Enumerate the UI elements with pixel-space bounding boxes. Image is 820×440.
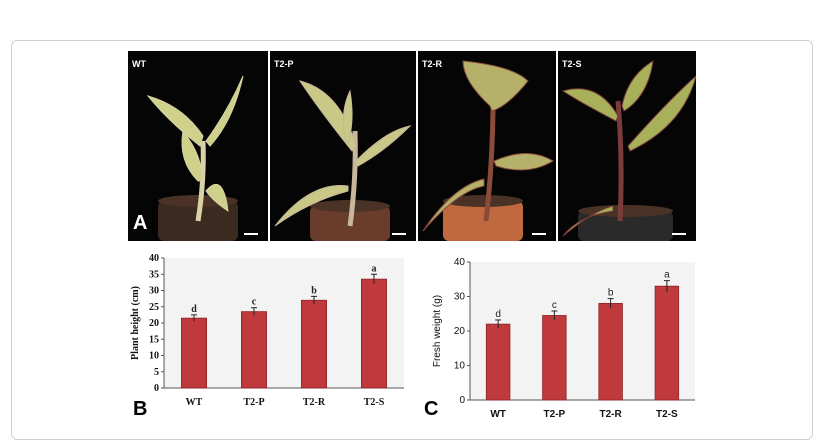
photo-label: T2-P bbox=[274, 59, 294, 69]
leaf-shape bbox=[342, 89, 353, 144]
significance-letter: c bbox=[552, 300, 557, 311]
leaf-shape bbox=[205, 183, 229, 213]
y-tick-label: 20 bbox=[454, 326, 466, 337]
y-tick-label: 0 bbox=[154, 383, 159, 394]
significance-letter: d bbox=[191, 304, 197, 315]
leaf-shape bbox=[462, 60, 529, 112]
soil-shape bbox=[578, 205, 673, 217]
leaf-shape bbox=[355, 125, 412, 167]
y-tick-label: 0 bbox=[459, 395, 465, 406]
plant-illustration bbox=[561, 60, 696, 241]
photo-panel-t2r: T2-R bbox=[418, 51, 556, 241]
leaf-shape bbox=[146, 95, 204, 147]
x-tick-label: T2-R bbox=[303, 397, 326, 408]
y-tick-label: 35 bbox=[149, 269, 159, 280]
leaf-shape bbox=[181, 129, 203, 182]
y-tick-label: 15 bbox=[149, 334, 159, 345]
leaf-shape bbox=[205, 75, 244, 147]
soil-shape bbox=[443, 195, 523, 207]
plant-illustration bbox=[146, 75, 258, 241]
chart-plant-height: 0 5 10 15 20 25 30 35 40 Plant height (cm) d WT c T2-… bbox=[130, 253, 404, 408]
pot-shape bbox=[443, 201, 523, 241]
y-tick-label: 5 bbox=[154, 367, 159, 378]
photo-label: T2-R bbox=[422, 59, 442, 69]
leaf-shape bbox=[274, 185, 349, 227]
x-tick-label: WT bbox=[490, 409, 506, 420]
bar bbox=[542, 315, 567, 401]
significance-letter: a bbox=[664, 270, 670, 281]
y-tick-label: 10 bbox=[149, 351, 159, 362]
y-axis-label: Fresh weight (g) bbox=[432, 295, 443, 367]
y-tick-label: 30 bbox=[149, 286, 159, 297]
panel-letter-c: C bbox=[424, 398, 439, 420]
bar bbox=[485, 323, 511, 401]
x-tick-label: T2-P bbox=[243, 397, 264, 408]
photo-label: T2-S bbox=[562, 59, 582, 69]
leaf-shape bbox=[627, 75, 696, 152]
stem-shape bbox=[615, 100, 624, 222]
significance-letter: a bbox=[372, 263, 377, 274]
y-tick-label: 30 bbox=[454, 292, 466, 303]
leaf-shape bbox=[621, 60, 654, 112]
x-tick-label: T2-S bbox=[364, 397, 385, 408]
x-tick-label: T2-R bbox=[600, 409, 623, 420]
leaf-shape bbox=[562, 205, 614, 237]
bar bbox=[181, 317, 208, 389]
significance-letter: d bbox=[495, 309, 501, 320]
photo-panel-wt: WT bbox=[128, 51, 268, 241]
scale-bar bbox=[392, 233, 406, 235]
panel-letter-b: B bbox=[133, 398, 148, 420]
panel-letter-a: A bbox=[133, 212, 148, 234]
bar bbox=[654, 285, 680, 401]
stem-shape bbox=[347, 130, 358, 227]
x-tick-label: WT bbox=[186, 397, 203, 408]
x-tick-label: T2-P bbox=[544, 409, 566, 420]
plant-illustration bbox=[274, 80, 412, 241]
bar bbox=[360, 278, 387, 389]
photo-panel-t2p: T2-P bbox=[270, 51, 416, 241]
photo-label: WT bbox=[132, 59, 146, 69]
y-axis-label: Plant height (cm) bbox=[130, 286, 141, 360]
chart-fresh-weight: 0 10 20 30 40 Fresh weight (g) d WT c T2-P b T2-R a T… bbox=[432, 257, 695, 420]
scale-bar bbox=[532, 233, 546, 235]
scale-bar bbox=[244, 233, 258, 235]
photo-panel-t2s: T2-S bbox=[558, 51, 696, 241]
y-tick-label: 20 bbox=[149, 318, 159, 329]
bar bbox=[241, 311, 268, 389]
significance-letter: b bbox=[311, 285, 317, 296]
significance-letter: c bbox=[252, 297, 257, 308]
x-tick-label: T2-S bbox=[656, 409, 678, 420]
leaf-shape bbox=[561, 88, 619, 122]
bar bbox=[598, 303, 623, 401]
plant-illustration bbox=[422, 60, 554, 241]
leaf-shape bbox=[493, 153, 554, 171]
pot-shape bbox=[578, 211, 673, 241]
y-tick-label: 25 bbox=[149, 302, 159, 313]
significance-letter: b bbox=[608, 288, 614, 299]
bar bbox=[300, 299, 327, 389]
scale-bar bbox=[672, 233, 686, 235]
leaf-shape bbox=[422, 178, 485, 232]
y-tick-label: 10 bbox=[454, 361, 466, 372]
y-tick-label: 40 bbox=[149, 253, 159, 264]
y-tick-label: 40 bbox=[454, 257, 466, 268]
